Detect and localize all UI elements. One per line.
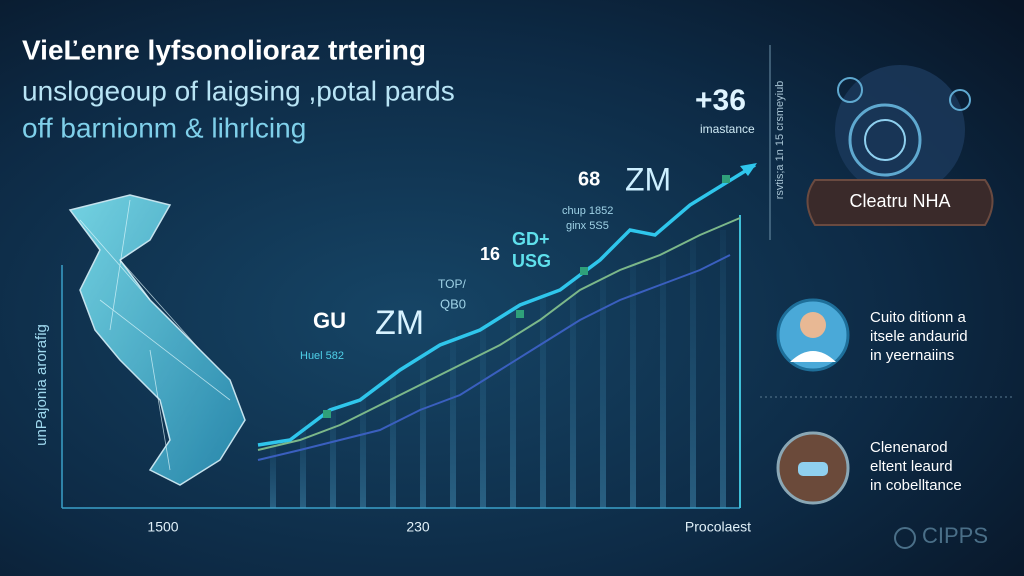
ornament bbox=[835, 65, 965, 195]
callout-small: chup 1852 bbox=[562, 205, 613, 217]
avatar-body bbox=[790, 351, 836, 362]
callout-big: ZM bbox=[375, 304, 424, 342]
title-line: off barnionm & lihrlcing bbox=[22, 112, 306, 143]
callouts: +36 imastance 68 ZM chup 1852 ginx 5S5 1… bbox=[300, 84, 755, 362]
bar bbox=[480, 320, 486, 508]
title: VieĽenre lyfsonolioraz trtering unslogeo… bbox=[22, 34, 455, 143]
profile-line: itsele andaurid bbox=[870, 328, 968, 345]
bar bbox=[510, 300, 516, 508]
bar bbox=[420, 350, 426, 508]
profile-text: Clenenarod eltent leaurd in cobelltance bbox=[870, 439, 962, 494]
callout-big: 16 bbox=[480, 244, 500, 264]
ornament bbox=[837, 77, 863, 103]
map bbox=[68, 194, 246, 486]
bar bbox=[540, 290, 546, 508]
avatar-face bbox=[800, 312, 826, 338]
profile-line: Cuito ditionn a bbox=[870, 309, 967, 326]
title-line: unslogeoup of laigsing ,potal pards bbox=[22, 75, 455, 106]
arrow-head bbox=[740, 163, 757, 176]
callout-big: +36 bbox=[695, 84, 746, 117]
profile-line: in yeernaiins bbox=[870, 347, 954, 364]
callout-big: USG bbox=[512, 251, 551, 271]
bar bbox=[450, 330, 456, 508]
callout-big: ZM bbox=[625, 161, 671, 197]
bar bbox=[600, 270, 606, 508]
bar bbox=[570, 280, 576, 508]
logo-icon bbox=[894, 527, 916, 549]
y-axis-label: unPajonia arorafig bbox=[33, 324, 50, 446]
marker bbox=[516, 310, 524, 318]
avatar-mask bbox=[798, 462, 828, 476]
bars bbox=[270, 230, 726, 508]
map-lines bbox=[79, 199, 231, 471]
callout-big: 68 bbox=[578, 168, 600, 190]
bar bbox=[300, 420, 306, 508]
profile-line: eltent leaurd bbox=[870, 458, 953, 475]
bar bbox=[360, 390, 366, 508]
bar bbox=[330, 400, 336, 508]
marker bbox=[580, 267, 588, 275]
callout-small: QB0 bbox=[440, 296, 466, 311]
x-label: 230 bbox=[406, 519, 430, 535]
title-line: VieĽenre lyfsonolioraz trtering bbox=[22, 34, 426, 65]
ornament bbox=[949, 89, 971, 111]
bar bbox=[660, 250, 666, 508]
badge-text: Cleatru NHA bbox=[849, 191, 950, 211]
callout-small: ginx 5S5 bbox=[566, 220, 609, 232]
x-label: Procolaest bbox=[685, 519, 751, 535]
decoration bbox=[835, 65, 971, 195]
bar bbox=[630, 260, 636, 508]
profile-line: Clenenarod bbox=[870, 439, 948, 456]
profile-text: Cuito ditionn a itsele andaurid in yeern… bbox=[870, 309, 968, 364]
markers bbox=[323, 175, 730, 418]
callout-small: Huel 582 bbox=[300, 350, 344, 362]
marker bbox=[323, 410, 331, 418]
line-mid bbox=[257, 217, 741, 451]
bar bbox=[720, 230, 726, 508]
line-low bbox=[257, 254, 731, 461]
badge bbox=[806, 179, 994, 226]
bar bbox=[690, 240, 696, 508]
ornament bbox=[848, 103, 922, 177]
callout-big: GU bbox=[313, 308, 346, 333]
profile-line: in cobelltance bbox=[870, 477, 962, 494]
vertical-text: rsvtis;a 1n 15 crsmeyiub bbox=[774, 81, 786, 200]
bar bbox=[390, 370, 396, 508]
marker bbox=[722, 175, 730, 183]
logo: CIPPS bbox=[922, 523, 988, 548]
ornament bbox=[864, 119, 906, 161]
callout-small: imastance bbox=[700, 122, 755, 136]
line-main bbox=[257, 163, 756, 447]
x-label: 1500 bbox=[147, 519, 178, 535]
callout-big: GD+ bbox=[512, 229, 550, 249]
bar bbox=[270, 440, 276, 508]
callout-small: TOP/ bbox=[438, 277, 466, 291]
